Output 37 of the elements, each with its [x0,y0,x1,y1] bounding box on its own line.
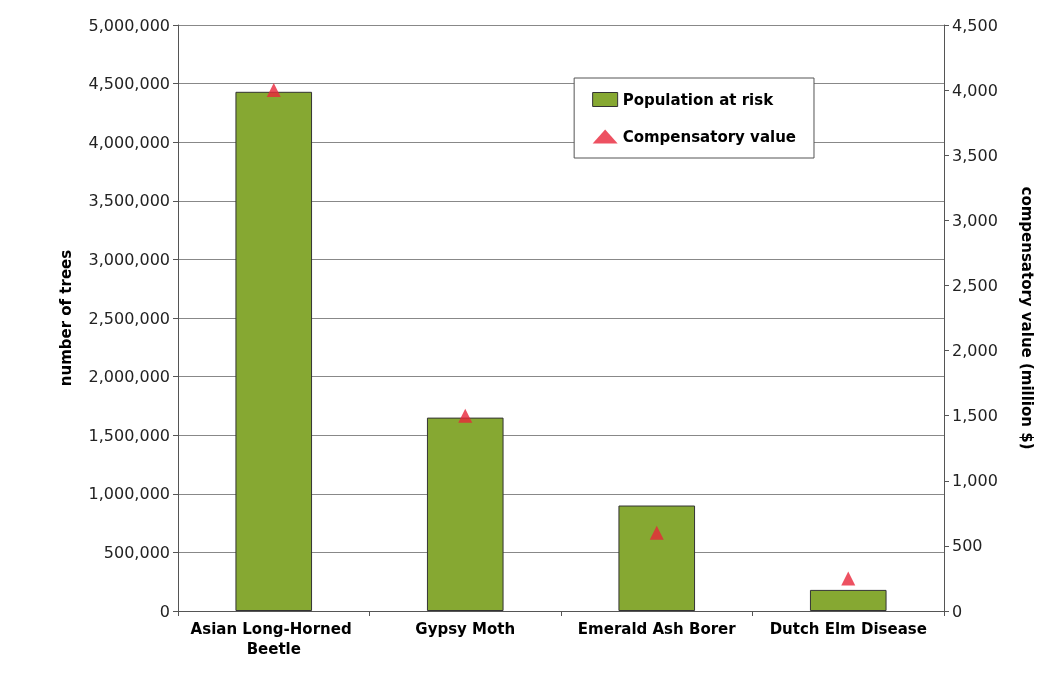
y2-axis-title: compensatory value (million $) [1017,186,1036,450]
y2-tick-label: 1,500 [952,406,998,426]
legend-label: Compensatory value [622,127,797,146]
y-tick-label: 500,000 [103,542,170,562]
y2-tick-label: 3,000 [952,210,998,230]
bar [618,505,696,611]
point [458,408,473,423]
y2-tick-label: 1,000 [952,471,998,491]
bar [809,589,887,611]
y-tick-label: 2,000,000 [88,367,170,387]
y-tick-label: 2,500,000 [88,308,170,328]
bar [426,417,504,611]
point [841,571,856,586]
y-tick-label: 5,000,000 [88,15,170,35]
y2-tick-label: 2,500 [952,275,998,295]
y2-tick-label: 0 [952,601,963,621]
point [649,525,664,540]
point [266,83,281,98]
y2-tick-label: 500 [952,536,983,556]
y-tick-label: 1,000,000 [88,484,170,504]
bar [235,91,313,611]
x-tick-label: Dutch Elm Disease [769,620,927,638]
y2-tick-label: 3,500 [952,145,998,165]
y-tick-label: 1,500,000 [88,425,170,445]
y-tick-label: 3,000,000 [88,249,170,269]
y2-tick-label: 4,000 [952,80,998,100]
x-tick-label: Gypsy Moth [415,620,516,638]
x-tick-label: Asian Long-Horned Beetle [190,620,357,658]
y-tick-label: 0 [159,601,170,621]
y2-tick-label: 4,500 [952,15,998,35]
legend-label: Population at risk [622,90,775,109]
y-axis-title: number of trees [56,249,75,387]
y2-tick-label: 2,000 [952,341,998,361]
y-tick-label: 4,000,000 [88,132,170,152]
y-tick-label: 3,500,000 [88,191,170,211]
y-tick-label: 4,500,000 [88,74,170,94]
x-tick-label: Emerald Ash Borer [577,620,737,638]
